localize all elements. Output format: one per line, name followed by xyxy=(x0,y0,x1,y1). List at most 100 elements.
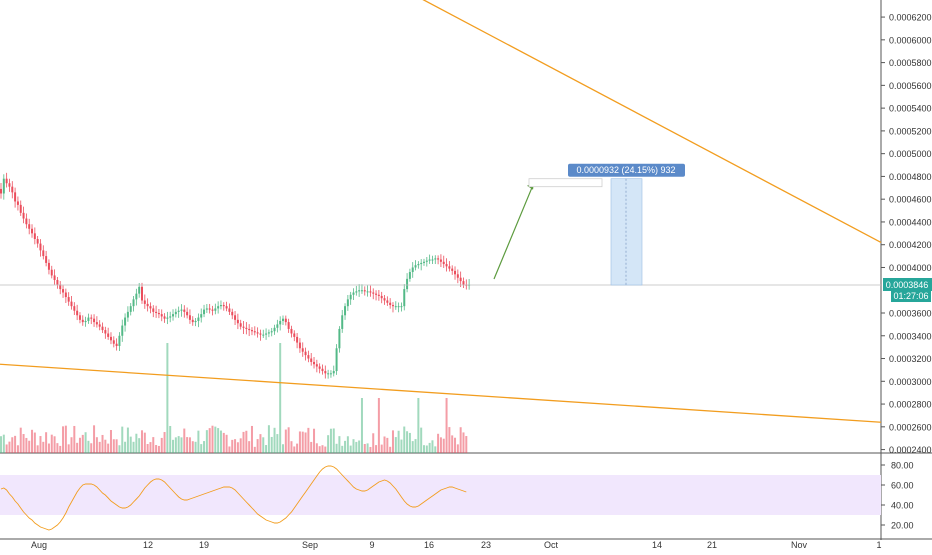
candle-body xyxy=(360,290,363,292)
candle-body xyxy=(64,292,67,298)
candle-body xyxy=(59,284,62,290)
candle-body xyxy=(163,316,166,319)
rsi-pane xyxy=(0,465,881,531)
time-tick-label: 9 xyxy=(369,540,374,550)
candle-body xyxy=(301,348,304,352)
volume-bar xyxy=(403,426,406,453)
candle-body xyxy=(270,331,273,333)
candle-body xyxy=(47,262,50,270)
candle-body xyxy=(19,204,22,213)
volume-bar xyxy=(324,446,327,453)
candle-body xyxy=(420,262,423,265)
volume-bar xyxy=(205,430,208,453)
volume-bar xyxy=(19,427,22,453)
volume-bar xyxy=(236,442,239,453)
volume-bar xyxy=(338,436,341,453)
price-tick-label: 0.0005600 xyxy=(889,81,932,91)
measure-label-bg xyxy=(568,163,685,177)
candle-body xyxy=(16,201,19,205)
candle-body xyxy=(197,317,200,321)
volume-bar xyxy=(465,436,468,453)
candle-body xyxy=(222,305,225,307)
candle-body xyxy=(349,294,352,300)
volume-bar xyxy=(42,441,45,453)
candle-body xyxy=(155,311,158,314)
rsi-tick-label: 20.00 xyxy=(891,521,914,531)
rsi-band xyxy=(0,475,881,515)
volume-bar xyxy=(346,436,349,453)
candle-body xyxy=(90,317,93,319)
volume-bar xyxy=(33,432,36,453)
candle-body xyxy=(437,258,440,260)
candle-body xyxy=(25,218,28,225)
candle-body xyxy=(423,261,425,263)
volume-bar xyxy=(143,432,146,453)
volume-bar xyxy=(124,441,127,453)
volume-bar xyxy=(341,445,344,453)
candle-body xyxy=(389,302,392,306)
volume-bar xyxy=(380,444,383,453)
volume-bar xyxy=(126,427,129,453)
volume-bar xyxy=(245,430,248,453)
candle-body xyxy=(2,178,5,194)
candle-body xyxy=(298,342,301,349)
volume-bar xyxy=(174,437,177,453)
candle-body xyxy=(194,320,197,323)
projection-arrow[interactable] xyxy=(493,182,535,280)
volume-bar xyxy=(282,444,284,453)
candle-body xyxy=(126,311,129,318)
price-badge-label: 0.0003846 xyxy=(886,280,929,290)
volume-bar xyxy=(414,439,417,453)
price-tick-label: 0.0002600 xyxy=(889,422,932,432)
price-tick-label: 0.0003200 xyxy=(889,354,932,364)
volume-bar xyxy=(160,437,163,453)
time-tick-label: Aug xyxy=(31,540,47,550)
volume-bar xyxy=(239,438,242,453)
candle-body xyxy=(73,306,76,311)
candle-body xyxy=(132,299,135,307)
volume-bar xyxy=(318,446,321,453)
price-tick-label: 0.0002800 xyxy=(889,400,932,410)
volume-bar xyxy=(428,442,431,453)
candle-body xyxy=(352,292,355,295)
volume-bar xyxy=(121,426,124,453)
candle-body xyxy=(62,289,65,293)
volume-bar xyxy=(313,428,316,453)
volume-bar xyxy=(59,445,62,453)
lower-trendline[interactable] xyxy=(0,363,882,423)
volume-bar xyxy=(2,434,5,453)
measure-box[interactable] xyxy=(610,178,643,286)
volume-bar xyxy=(149,442,152,453)
volume-bar xyxy=(431,440,434,453)
volume-bar xyxy=(208,428,211,453)
volume-bar xyxy=(250,425,253,453)
candle-body xyxy=(315,364,318,367)
candle-body xyxy=(45,256,48,263)
volume-bar xyxy=(329,428,332,453)
upper-trendline[interactable] xyxy=(398,0,882,244)
candle-body xyxy=(109,336,112,341)
candle-body xyxy=(93,318,96,323)
candle-body xyxy=(448,266,451,269)
price-tick-label: 0.0004400 xyxy=(889,217,932,227)
volume-bar xyxy=(146,444,149,453)
candle-body xyxy=(228,308,231,312)
volume-bar xyxy=(228,446,231,453)
volume-bar xyxy=(101,434,104,453)
candle-body xyxy=(290,328,293,334)
volume-bar xyxy=(386,437,389,453)
volume-bar xyxy=(135,433,138,453)
volume-bar xyxy=(298,431,301,453)
time-tick-label: 16 xyxy=(424,540,434,550)
candle-body xyxy=(177,310,180,312)
volume-bar xyxy=(39,436,42,453)
volume-bar xyxy=(420,427,423,453)
rsi-tick-label: 60.00 xyxy=(891,481,914,491)
volume-bar xyxy=(186,437,189,453)
candle-body xyxy=(253,331,256,333)
price-tick-label: 0.0004200 xyxy=(889,240,932,250)
candle-body xyxy=(214,308,217,311)
price-badge xyxy=(883,278,932,292)
